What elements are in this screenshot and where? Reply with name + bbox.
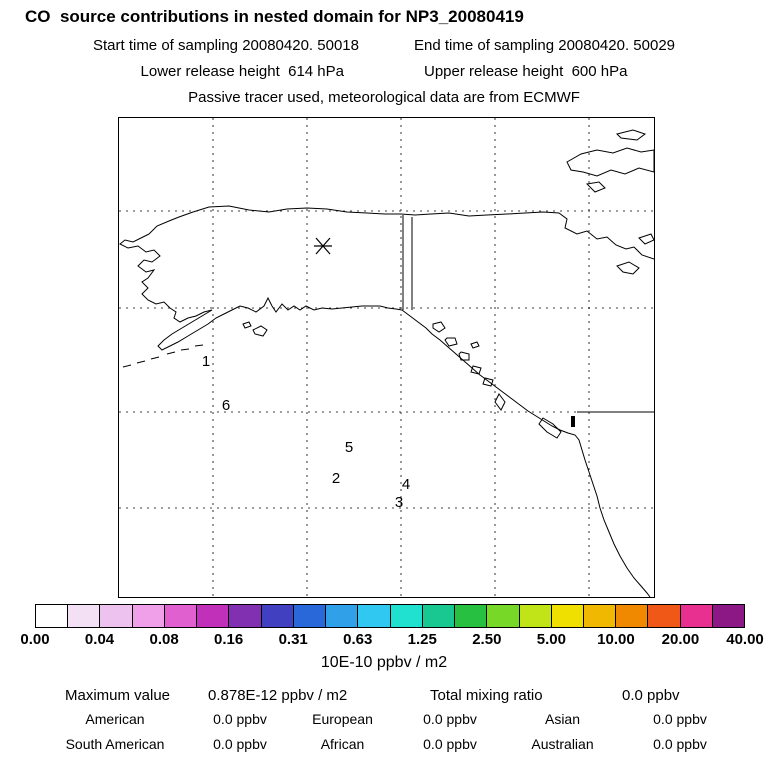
region-value: 0.0 ppbv <box>213 711 267 727</box>
total-mixing-ratio-label: Total mixing ratio <box>430 687 543 704</box>
region-name: South American <box>65 736 165 752</box>
region-value: 0.0 ppbv <box>653 736 707 752</box>
colorbar-segment <box>454 605 487 627</box>
colorbar-tick: 10.00 <box>597 631 635 648</box>
colorbar-tick: 0.04 <box>84 631 115 648</box>
release-point-label: 3 <box>395 494 403 511</box>
region-name: European <box>312 711 373 727</box>
total-mixing-ratio-value: 0.0 ppbv <box>622 687 680 704</box>
region-value: 0.0 ppbv <box>653 711 707 727</box>
colorbar-segment <box>163 605 197 627</box>
colorbar-segment <box>292 605 326 627</box>
colorbar-tick: 0.08 <box>149 631 179 648</box>
colorbar-segment <box>711 605 745 627</box>
end-time-text: End time of sampling 20080420. 50029 <box>413 37 676 54</box>
release-point-label: 6 <box>222 397 230 414</box>
max-value-row: Maximum value 0.878E-12 ppbv / m2 Total … <box>0 687 768 705</box>
alexander-archipelago <box>432 321 494 387</box>
colorbar-segment <box>582 605 616 627</box>
colorbar-segment <box>67 605 100 627</box>
release-point-label: 5 <box>345 439 353 456</box>
colorbar-segment <box>357 605 390 627</box>
haida-gwaii-island <box>494 393 506 411</box>
colorbar-tick: 0.16 <box>214 631 244 648</box>
tracer-note-text: Passive tracer used, meteorological data… <box>188 89 580 106</box>
lower-release-text: Lower release height 614 hPa <box>140 63 344 80</box>
start-time-text: Start time of sampling 20080420. 50018 <box>92 37 359 54</box>
colorbar-tick: 20.00 <box>661 631 700 648</box>
sampling-times-row: Start time of sampling 20080420. 50018 E… <box>0 37 768 54</box>
upper-release-text: Upper release height 600 hPa <box>424 63 628 80</box>
region-name: Asian <box>544 711 581 727</box>
graticule <box>119 118 654 597</box>
colorbar-segment <box>196 605 229 627</box>
colorbar-segment <box>36 605 68 627</box>
sampling-location-marker-icon <box>314 237 332 255</box>
vancouver-island <box>538 417 562 439</box>
colorbar-segment <box>131 605 164 627</box>
colorbar-tick: 0.31 <box>278 631 308 648</box>
arctic-islands <box>566 129 654 275</box>
colorbar-segment <box>260 605 293 627</box>
receptor-marker <box>571 416 575 427</box>
max-value-label: Maximum value <box>65 687 171 704</box>
region-stats: American 0.0 ppbv European 0.0 ppbv Asian 0.0… <box>40 711 740 752</box>
aleutian-islands <box>122 344 204 368</box>
colorbar-segment <box>228 605 261 627</box>
colorbar-segment <box>550 605 583 627</box>
region-value: 0.0 ppbv <box>423 711 477 727</box>
figure-title: CO source contributions in nested domain… <box>25 7 524 26</box>
region-value: 0.0 ppbv <box>213 736 267 752</box>
max-value-text: 0.878E-12 ppbv / m2 <box>208 687 348 704</box>
colorbar-segment <box>679 605 712 627</box>
release-point-label: 1 <box>202 353 210 370</box>
coastlines <box>119 129 654 597</box>
colorbar-tick: 1.25 <box>407 631 437 648</box>
release-point-label: 2 <box>332 470 340 487</box>
colorbar-segment <box>421 605 455 627</box>
map-panel: 1 6 5 2 4 3 <box>118 117 655 598</box>
colorbar-unit-label: 10E-10 ppbv / m2 <box>320 654 448 671</box>
kodiak-islands <box>242 321 268 337</box>
colorbar-tick: 2.50 <box>472 631 502 648</box>
map-canvas: 1 6 5 2 4 3 <box>119 118 654 597</box>
release-point-label: 4 <box>402 476 410 493</box>
region-name: Australian <box>531 736 594 752</box>
colorbar-segment <box>325 605 358 627</box>
alaska-yukon-border <box>402 215 413 310</box>
colorbar-segment <box>615 605 648 627</box>
region-name: American <box>85 711 145 727</box>
colorbar-tick: 40.00 <box>726 631 764 648</box>
colorbar-segment <box>518 605 551 627</box>
region-value: 0.0 ppbv <box>423 736 477 752</box>
region-name: African <box>320 736 365 752</box>
colorbar-segment <box>486 605 519 627</box>
colorbar-tick: 0.00 <box>20 631 50 648</box>
colorbar-segment <box>99 605 132 627</box>
colorbar-tick: 5.00 <box>536 631 566 648</box>
colorbar-tick: 0.63 <box>343 631 373 648</box>
colorbar-segment <box>647 605 680 627</box>
colorbar-ticks: 0.00 0.04 0.08 0.16 0.31 0.63 1.25 2.50 5.00 10.0… <box>20 631 763 649</box>
colorbar <box>35 604 745 628</box>
release-heights-row: Lower release height 614 hPa Upper relea… <box>0 63 768 80</box>
colorbar-segment <box>389 605 422 627</box>
